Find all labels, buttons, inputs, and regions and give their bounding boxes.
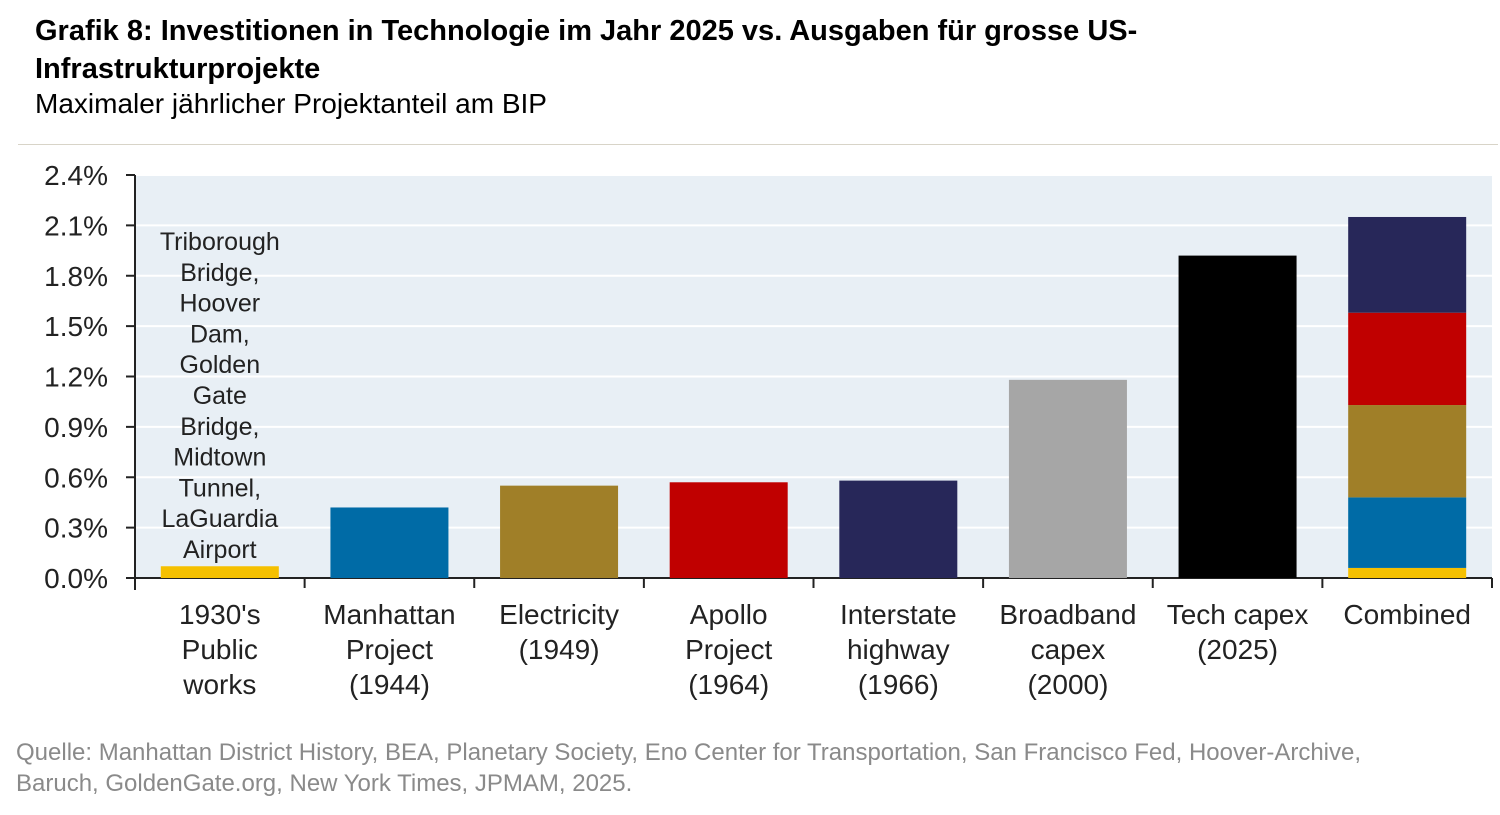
- x-category-label: Interstate highway (1966): [840, 599, 957, 700]
- bar: [500, 485, 619, 578]
- divider: [18, 144, 1498, 145]
- annotation-line: LaGuardia: [161, 505, 278, 533]
- y-tick-label: 1.2%: [44, 362, 108, 393]
- bar: [839, 480, 958, 578]
- bar: [330, 507, 449, 578]
- annotation-line: Midtown: [173, 444, 266, 472]
- x-category-label: Combined: [1343, 599, 1471, 630]
- category-label-line: Tech capex: [1167, 599, 1309, 630]
- y-tick-label: 1.5%: [44, 311, 108, 342]
- category-label-line: Project: [685, 634, 772, 665]
- x-category-label: Broadband capex (2000): [999, 599, 1136, 700]
- y-tick-label: 1.8%: [44, 261, 108, 292]
- bar: [160, 566, 279, 578]
- annotation-line: Tunnel,: [179, 474, 261, 502]
- source-note: Quelle: Manhattan District History, BEA,…: [16, 739, 1362, 797]
- category-label-line: Electricity: [499, 599, 619, 630]
- stacked-bar-segment: [1348, 216, 1467, 313]
- annotation-line: Triborough: [160, 228, 280, 256]
- y-tick-label: 0.0%: [44, 563, 108, 594]
- category-label-line: Interstate: [840, 599, 957, 630]
- x-category-label: Apollo Project (1964): [685, 599, 772, 700]
- category-label-line: 1930's: [179, 599, 261, 630]
- bar: [1178, 255, 1297, 578]
- category-label-line: Public: [182, 634, 258, 665]
- y-tick-label: 0.3%: [44, 513, 108, 544]
- y-tick-label: 0.6%: [44, 462, 108, 493]
- annotation-line: Bridge,: [180, 259, 259, 287]
- chart-subtitle: Maximaler jährlicher Projektanteil am BI…: [35, 88, 547, 119]
- annotation-line: Hoover: [180, 290, 261, 318]
- category-label-line: Broadband: [999, 599, 1136, 630]
- stacked-bar-segment: [1348, 497, 1467, 568]
- y-tick-label: 2.1%: [44, 210, 108, 241]
- category-label-line: (1944): [349, 669, 430, 700]
- x-category-label: Tech capex (2025): [1167, 599, 1309, 665]
- category-label-line: (1966): [858, 669, 939, 700]
- annotation-line: Dam,: [190, 320, 250, 348]
- stacked-bar-segment: [1348, 312, 1467, 406]
- stacked-bar-segment: [1348, 567, 1467, 578]
- category-label-line: (2025): [1197, 634, 1278, 665]
- category-label-line: (2000): [1027, 669, 1108, 700]
- bar: [1008, 379, 1127, 578]
- category-label-line: (1949): [519, 634, 600, 665]
- annotation-line: Bridge,: [180, 413, 259, 441]
- x-category-label: 1930's Public works: [179, 599, 261, 700]
- bar: [669, 482, 788, 578]
- category-label-line: Apollo: [690, 599, 768, 630]
- category-label-line: capex: [1031, 634, 1106, 665]
- annotation-1930s-projects: Triborough Bridge, Hoover Dam, Golden Gate Bri…: [160, 228, 280, 564]
- annotation-line: Gate: [193, 382, 247, 410]
- y-tick-label: 0.9%: [44, 412, 108, 443]
- category-label-line: works: [182, 669, 256, 700]
- y-tick-label: 2.4%: [44, 160, 108, 191]
- chart-title: Grafik 8: Investitionen in Technologie i…: [35, 15, 1138, 85]
- category-label-line: Combined: [1343, 599, 1471, 630]
- annotation-line: Airport: [183, 536, 257, 564]
- x-category-label: Manhattan Project (1944): [323, 599, 455, 700]
- stacked-bar-segment: [1348, 405, 1467, 498]
- category-label-line: Manhattan: [323, 599, 455, 630]
- category-label-line: highway: [847, 634, 950, 665]
- annotation-line: Golden: [180, 351, 261, 379]
- category-label-line: (1964): [688, 669, 769, 700]
- category-label-line: Project: [346, 634, 433, 665]
- x-category-label: Electricity (1949): [499, 599, 619, 665]
